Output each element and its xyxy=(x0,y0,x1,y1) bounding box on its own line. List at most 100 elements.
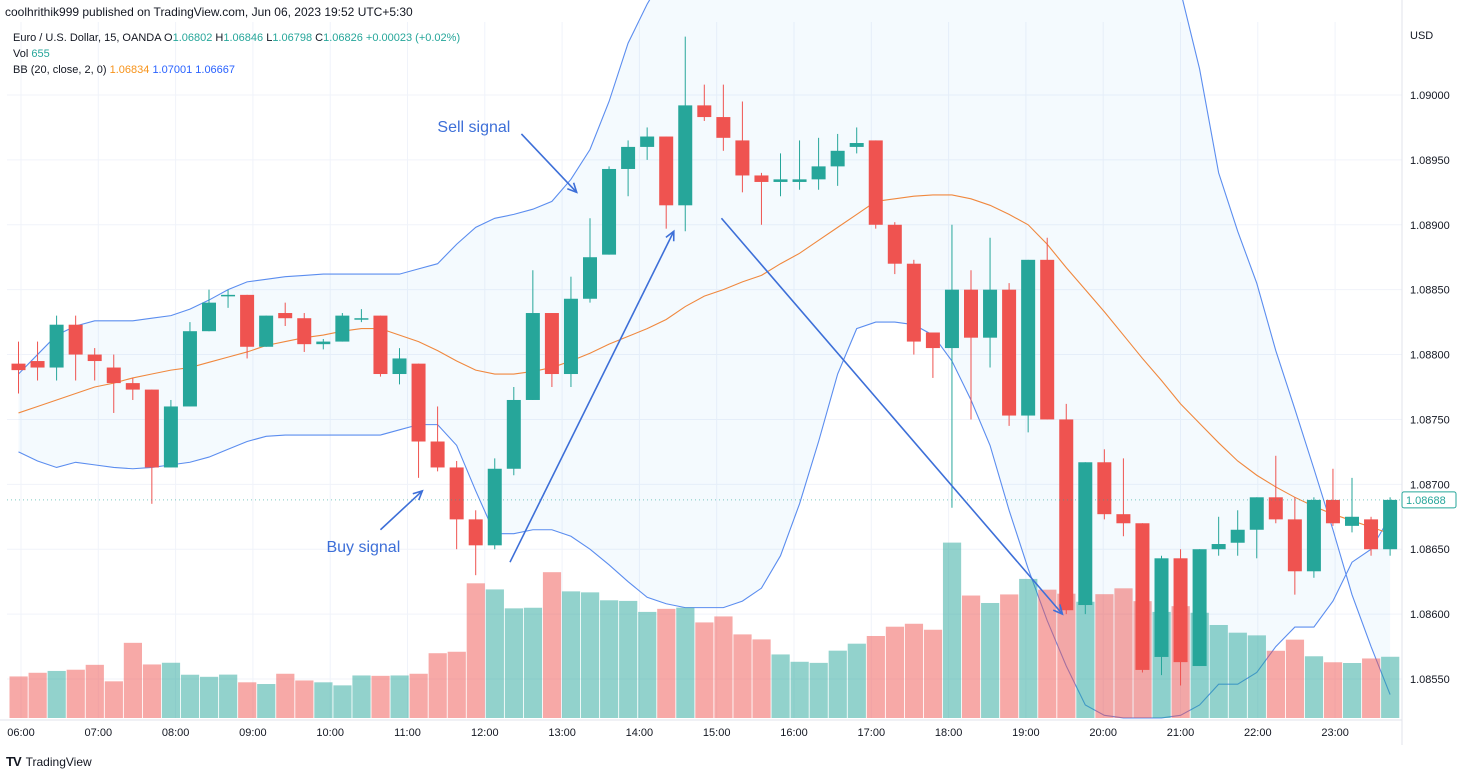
volume-bar xyxy=(523,607,543,718)
candle-body xyxy=(1173,558,1188,663)
sell-signal-arrow xyxy=(520,133,578,193)
volume-bar xyxy=(428,653,447,718)
x-tick-label: 09:00 xyxy=(239,727,267,739)
buy-trend-arrow-head xyxy=(665,229,675,242)
low-label: L xyxy=(266,32,273,44)
y-tick-label: 1.08700 xyxy=(1410,479,1450,491)
candle-body xyxy=(1325,499,1340,524)
high-value: 1.06846 xyxy=(223,32,264,44)
x-tick-label: 10:00 xyxy=(316,727,344,739)
tradingview-footer[interactable]: TV TradingView xyxy=(6,754,92,769)
candle-body xyxy=(449,467,464,520)
y-tick-label: 1.08550 xyxy=(1410,674,1450,686)
candle-body xyxy=(811,166,826,180)
sell-signal-label: Sell signal xyxy=(437,119,510,136)
bb-upper-value: 1.07001 xyxy=(152,64,193,76)
bb-upper-line xyxy=(18,0,1391,695)
candle-body xyxy=(278,313,293,319)
volume-bar xyxy=(733,634,752,718)
y-tick-label: 1.08750 xyxy=(1410,414,1450,426)
volume-bar xyxy=(1038,589,1057,718)
volume-bar xyxy=(600,600,619,718)
candle-body xyxy=(887,224,902,264)
currency-label[interactable]: USD xyxy=(1410,30,1434,42)
volume-bar xyxy=(104,681,123,718)
volume-bar xyxy=(885,626,904,718)
candle-body xyxy=(1192,549,1207,667)
buy-signal-label: Buy signal xyxy=(326,539,400,556)
volume-bar xyxy=(314,682,333,718)
open-value: 1.06802 xyxy=(172,32,213,44)
volume-label[interactable]: Vol xyxy=(13,48,29,60)
candle-body xyxy=(240,294,255,347)
candle-body xyxy=(11,363,26,371)
candle-body xyxy=(106,367,121,384)
volume-bar xyxy=(1209,624,1228,718)
x-tick-label: 15:00 xyxy=(703,727,731,739)
sell-trend-arrow xyxy=(720,217,1064,615)
volume-bar xyxy=(1247,635,1266,718)
x-tick-label: 23:00 xyxy=(1321,727,1349,739)
candle-body xyxy=(944,289,959,349)
volume-bar xyxy=(676,607,695,718)
candle-body xyxy=(849,143,864,147)
candle-body xyxy=(1306,499,1321,572)
x-tick-label: 12:00 xyxy=(471,727,499,739)
candle-body xyxy=(1021,259,1036,416)
volume-bar xyxy=(904,623,924,718)
candle-body xyxy=(602,168,617,255)
volume-bar xyxy=(1019,578,1038,718)
volume-bar xyxy=(123,642,142,718)
bb-lower-value: 1.06667 xyxy=(195,64,236,76)
y-tick-label: 1.08800 xyxy=(1410,350,1450,362)
volume-bar xyxy=(504,608,523,718)
candle-body xyxy=(87,354,102,362)
volume-bar xyxy=(371,675,390,718)
volume-bar xyxy=(657,608,676,718)
x-tick-label: 14:00 xyxy=(626,727,654,739)
volume-bar xyxy=(1304,656,1324,718)
volume-bar xyxy=(28,672,47,718)
candle-body xyxy=(983,289,998,338)
volume-bar xyxy=(85,664,104,718)
candle-body xyxy=(830,150,845,167)
volume-bar xyxy=(561,591,581,718)
candle-body xyxy=(735,140,750,176)
volume-bar xyxy=(352,675,371,718)
volume-bar xyxy=(1323,662,1343,718)
candle-body xyxy=(868,140,883,225)
volume-value: 655 xyxy=(31,48,50,60)
x-tick-label: 22:00 xyxy=(1244,727,1272,739)
volume-bar xyxy=(180,674,200,718)
published-header: coolhrithik999 published on TradingView.… xyxy=(5,5,413,19)
volume-bar xyxy=(771,654,790,718)
volume-bar xyxy=(828,650,847,718)
low-value: 1.06798 xyxy=(272,32,313,44)
buy-signal-arrow xyxy=(379,490,423,531)
volume-bar xyxy=(142,664,162,718)
symbol-name[interactable]: Euro / U.S. Dollar, 15, OANDA xyxy=(13,32,161,44)
volume-bar xyxy=(866,635,885,718)
x-tick-label: 16:00 xyxy=(780,727,808,739)
candle-body xyxy=(1249,497,1264,530)
x-tick-label: 07:00 xyxy=(85,727,113,739)
candle-body xyxy=(1230,529,1245,543)
volume-bar xyxy=(276,673,295,718)
x-tick-label: 19:00 xyxy=(1012,727,1040,739)
volume-bar xyxy=(581,592,600,718)
volume-bar xyxy=(409,673,428,718)
volume-bar xyxy=(333,685,352,718)
volume-bar xyxy=(942,542,962,718)
candle-body xyxy=(202,302,216,332)
candle-body xyxy=(430,441,445,468)
volume-bar xyxy=(485,589,504,718)
candle-body xyxy=(1268,497,1283,520)
current-price-tag xyxy=(1401,491,1457,509)
candle-body xyxy=(335,315,350,342)
bb-label[interactable]: BB (20, close, 2, 0) xyxy=(13,64,107,76)
volume-bar xyxy=(66,669,85,718)
volume-bar xyxy=(1343,663,1362,718)
candle-body xyxy=(1059,419,1074,611)
change-value: +0.00023 (+0.02%) xyxy=(365,32,461,44)
